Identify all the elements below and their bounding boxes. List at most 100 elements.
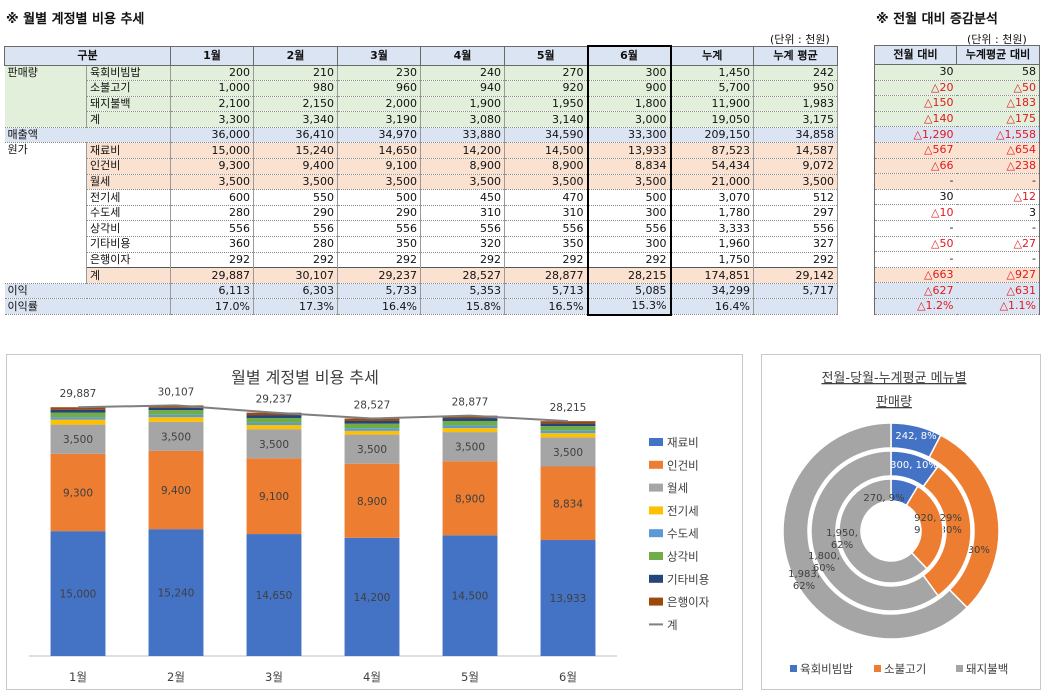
table-cell: 9,100 — [337, 158, 421, 175]
variance-row: -- — [874, 220, 1040, 237]
bar-segment — [50, 407, 106, 410]
table-cell: 327 — [753, 236, 838, 253]
bar-value-label: 14,200 — [354, 592, 391, 604]
table-cell: 14,500 — [504, 142, 588, 160]
table-cell: 556 — [253, 220, 338, 238]
bar-value-label: 15,240 — [158, 588, 195, 600]
table-cell: 1,983 — [753, 96, 838, 113]
column-header: 누계 — [670, 45, 754, 66]
table-cell: 3,080 — [420, 111, 505, 128]
table-row: 이익률 17.0% 17.3% 16.4% 15.8% 16.5% 15.3% 16.4% — [4, 298, 838, 316]
table-cell: 310 — [420, 205, 505, 222]
table-row: 계 29,887 30,107 29,237 28,527 28,877 28,215 174… — [5, 267, 838, 284]
bar-segment — [540, 540, 596, 656]
bar-segment — [148, 405, 204, 408]
table-cell: 297 — [753, 205, 838, 222]
table-row: 전기세 600 550 500 450 470 500 3,070 512 — [5, 189, 838, 206]
x-tick-label: 2월 — [167, 670, 185, 684]
variance-cell: - — [874, 173, 957, 190]
monthly-cost-table: 구분 1월 2월 3월 4월 5월 6월 누계 누계 평균 판매량 육회비빔밥 200 210 230 2… — [4, 45, 838, 316]
table-row: 계 3,300 3,340 3,190 3,080 3,140 3,000 19,050 3,1… — [5, 111, 838, 128]
slice-label: 270, 9% — [863, 493, 904, 504]
bar-value-label: 8,900 — [455, 493, 485, 505]
row-group-label: 판매량 — [4, 65, 87, 128]
table-cell: 28,877 — [504, 267, 588, 284]
table-cell: 3,500 — [420, 174, 505, 191]
table-cell: 980 — [253, 80, 338, 97]
table-cell: 33,300 — [586, 127, 672, 144]
legend-swatch — [790, 665, 797, 672]
variance-row: △10 3 — [874, 204, 1040, 221]
bar-segment — [344, 418, 400, 421]
chart-title: 월별 계정별 비용 추세 — [231, 368, 379, 387]
variance-cell: △66 — [874, 158, 957, 175]
row-label: 전기세 — [86, 189, 171, 206]
slice-label: 300, 10% — [890, 460, 938, 471]
bar-segment — [50, 531, 106, 656]
table-cell: 17.3% — [253, 298, 338, 315]
slice-label: 1,983, — [788, 569, 820, 580]
variance-cell: 58 — [956, 64, 1040, 81]
variance-cell: △1,290 — [874, 126, 957, 143]
row-label: 은행이자 — [86, 252, 171, 269]
variance-cell: - — [956, 173, 1040, 190]
table-cell: 174,851 — [670, 267, 754, 284]
table-cell: 3,340 — [253, 111, 338, 128]
column-header: 누계 평균 — [753, 45, 838, 66]
table-row: 이익 6,113 6,303 5,733 5,353 5,713 5,085 34,299 5,… — [4, 283, 838, 300]
bar-value-label: 13,933 — [550, 593, 587, 605]
table-cell: 15,240 — [253, 142, 338, 160]
table-cell: 28,527 — [420, 267, 505, 284]
table-cell: 28,215 — [586, 267, 672, 284]
bar-segment — [148, 414, 204, 418]
table-cell: 14,200 — [420, 142, 505, 160]
bar-segment — [50, 453, 106, 532]
table-cell: 1,800 — [586, 96, 672, 113]
column-header: 5월 — [504, 45, 588, 66]
bar-segment — [540, 430, 596, 434]
total-label: 28,877 — [452, 397, 489, 409]
table-cell: 240 — [420, 65, 505, 82]
bar-segment — [148, 421, 204, 451]
table-cell: 292 — [586, 252, 672, 269]
table-cell: 3,500 — [253, 174, 338, 191]
column-header: 3월 — [337, 45, 421, 66]
bar-segment — [246, 425, 302, 430]
row-label: 인건비 — [86, 158, 171, 175]
slice-label: 60% — [813, 563, 835, 574]
table-cell: 16.5% — [504, 298, 588, 315]
table-cell: 34,299 — [670, 283, 754, 300]
total-label: 28,215 — [550, 402, 587, 414]
variance-row: -- — [874, 173, 1040, 190]
bar-segment — [344, 463, 400, 538]
variance-cell: △10 — [874, 204, 957, 221]
table-cell: 5,733 — [337, 283, 421, 300]
chart-title: 전월-당월-누계평균 메뉴별 — [821, 371, 966, 386]
table-cell: 350 — [504, 236, 588, 253]
legend-label: 육회비빔밥 — [800, 662, 853, 676]
variance-cell: △627 — [874, 282, 957, 299]
table-row: 수도세 280 290 290 310 310 300 1,780 297 — [5, 205, 838, 222]
column-header: 전월 대비 — [874, 45, 957, 65]
row-label: 상각비 — [86, 220, 171, 238]
table-cell: 280 — [170, 205, 254, 222]
bar-value-label: 3,500 — [357, 444, 387, 456]
table-cell: 3,500 — [170, 174, 254, 191]
row-label: 기타비용 — [86, 236, 171, 253]
table-cell: 300 — [586, 65, 672, 82]
slice-label: 1,950, — [826, 528, 858, 539]
variance-cell: △12 — [956, 189, 1040, 206]
x-tick-label: 1월 — [69, 670, 87, 684]
table-row: 기타비용 360 280 350 320 350 300 1,960 327 — [5, 236, 838, 253]
bar-segment — [540, 437, 596, 467]
table-cell: 34,590 — [504, 127, 588, 144]
table-cell: 34,970 — [337, 127, 421, 144]
legend-label: 소불고기 — [884, 662, 926, 676]
bar-segment — [442, 415, 498, 419]
table-cell: 3,190 — [337, 111, 421, 128]
table-cell: 512 — [753, 189, 838, 206]
legend-label: 수도세 — [667, 527, 699, 541]
row-label: 계 — [86, 267, 171, 284]
